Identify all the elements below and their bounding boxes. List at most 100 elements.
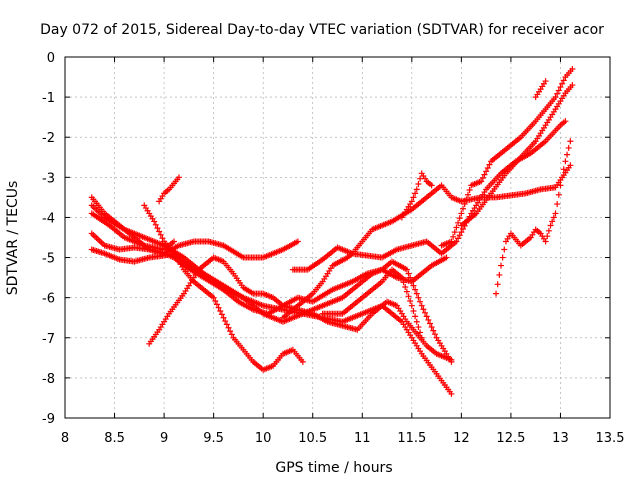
data-point bbox=[408, 198, 415, 205]
data-point bbox=[567, 162, 574, 169]
y-tick-label: -9 bbox=[42, 412, 55, 427]
data-point bbox=[405, 293, 412, 300]
data-point bbox=[501, 246, 508, 253]
data-point bbox=[428, 324, 435, 331]
data-point bbox=[403, 266, 410, 273]
data-point bbox=[413, 318, 420, 325]
data-point bbox=[562, 158, 569, 165]
data-point bbox=[398, 274, 405, 281]
x-tick-label: 13 bbox=[552, 431, 569, 446]
data-point bbox=[555, 87, 562, 94]
y-tick-label: 0 bbox=[47, 51, 55, 66]
y-tick-label: -8 bbox=[42, 372, 55, 387]
data-point bbox=[218, 311, 225, 318]
data-point bbox=[151, 218, 158, 225]
data-point bbox=[486, 161, 493, 168]
data-point bbox=[544, 233, 551, 240]
data-point bbox=[425, 316, 432, 323]
data-point bbox=[557, 182, 564, 189]
data-point bbox=[431, 331, 438, 338]
data-point bbox=[228, 331, 235, 338]
x-tick-label: 8 bbox=[61, 431, 69, 446]
data-point bbox=[415, 181, 422, 188]
data-point bbox=[422, 309, 429, 316]
data-point bbox=[567, 138, 574, 145]
data-point bbox=[456, 232, 463, 239]
data-point bbox=[460, 205, 467, 212]
data-point bbox=[215, 304, 222, 311]
data-point bbox=[456, 215, 463, 222]
data-point bbox=[545, 227, 552, 234]
data-point bbox=[227, 328, 234, 335]
data-point bbox=[564, 151, 571, 158]
series-track-9 bbox=[280, 162, 574, 321]
series-track-2 bbox=[88, 202, 455, 365]
data-point bbox=[451, 229, 458, 236]
data-point bbox=[405, 270, 412, 277]
y-tick-label: -4 bbox=[42, 211, 55, 226]
series-track-16 bbox=[319, 266, 425, 341]
data-point bbox=[494, 281, 501, 288]
data-point bbox=[559, 174, 566, 181]
y-tick-label: -5 bbox=[42, 252, 55, 267]
data-point bbox=[222, 318, 229, 325]
plot-area bbox=[64, 56, 611, 419]
data-point bbox=[464, 191, 471, 198]
data-point bbox=[412, 190, 419, 197]
data-point bbox=[547, 222, 554, 229]
data-point bbox=[212, 298, 219, 305]
series-track-11 bbox=[289, 118, 569, 273]
data-point bbox=[479, 175, 486, 182]
data-point bbox=[549, 218, 556, 225]
data-point bbox=[559, 80, 566, 87]
data-point bbox=[562, 118, 569, 125]
data-point bbox=[223, 321, 230, 328]
y-tick-label: -6 bbox=[42, 292, 55, 307]
data-point bbox=[152, 221, 159, 228]
data-point bbox=[430, 327, 437, 334]
series-track-13 bbox=[458, 82, 576, 229]
data-point bbox=[410, 282, 417, 289]
data-point bbox=[448, 390, 455, 397]
data-point bbox=[428, 182, 435, 189]
data-point bbox=[415, 294, 422, 301]
data-point bbox=[412, 313, 419, 320]
data-point bbox=[156, 228, 163, 235]
data-point bbox=[407, 298, 414, 305]
series-track-6 bbox=[146, 254, 455, 363]
data-point bbox=[458, 229, 465, 236]
data-point bbox=[213, 301, 220, 308]
data-point bbox=[542, 78, 549, 85]
data-point bbox=[481, 171, 488, 178]
data-point bbox=[496, 271, 503, 278]
data-point bbox=[458, 210, 465, 217]
data-point bbox=[410, 194, 417, 201]
y-tick-label: -7 bbox=[42, 332, 55, 347]
data-point bbox=[157, 231, 164, 238]
x-tick-label: 9.5 bbox=[203, 431, 224, 446]
x-tick-label: 13.5 bbox=[596, 431, 625, 446]
data-point bbox=[499, 254, 506, 261]
data-point bbox=[426, 320, 433, 327]
data-point bbox=[453, 224, 460, 231]
data-point bbox=[557, 84, 564, 91]
data-point bbox=[154, 225, 161, 232]
x-tick-label: 12.5 bbox=[496, 431, 525, 446]
x-tick-label: 8.5 bbox=[104, 431, 125, 446]
data-point bbox=[560, 77, 567, 84]
data-point bbox=[413, 290, 420, 297]
data-point bbox=[484, 164, 491, 171]
x-tick-label: 10 bbox=[255, 431, 272, 446]
x-tick-label: 9 bbox=[160, 431, 168, 446]
data-point bbox=[299, 358, 306, 365]
data-point bbox=[448, 356, 455, 363]
data-point bbox=[493, 290, 500, 297]
data-point bbox=[423, 313, 430, 320]
y-axis-label: SDTVAR / TECUs bbox=[5, 181, 21, 296]
data-point bbox=[478, 178, 485, 185]
x-tick-label: 10.5 bbox=[298, 431, 327, 446]
data-point bbox=[418, 334, 425, 341]
data-markers bbox=[88, 66, 576, 397]
data-point bbox=[159, 235, 166, 242]
